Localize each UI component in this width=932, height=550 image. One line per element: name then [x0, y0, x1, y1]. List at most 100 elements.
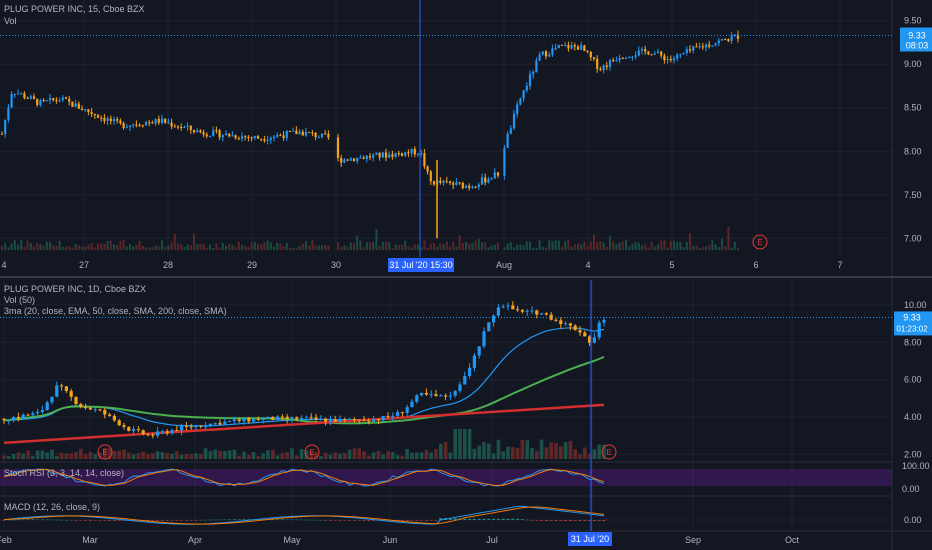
candle: [487, 179, 490, 183]
top-x-tick: 7: [837, 260, 842, 270]
candle: [327, 133, 330, 138]
daily-volume-bar: [515, 447, 520, 459]
volume-bar: [276, 242, 279, 250]
bottom-y-tick: 4.00: [904, 412, 922, 422]
macd-histogram-bar: [304, 519, 308, 521]
volume-bar: [593, 234, 595, 250]
volume-bar: [509, 242, 512, 250]
candle: [400, 153, 404, 156]
candle: [288, 130, 292, 132]
volume-bar: [564, 240, 567, 250]
daily-candle: [487, 322, 491, 332]
daily-candle: [228, 420, 232, 422]
candle: [263, 139, 266, 141]
stoch-tick: 0.00: [902, 484, 920, 494]
top-x-tick: 4: [1, 260, 6, 270]
candle: [730, 36, 733, 42]
macd-histogram-bar: [50, 519, 54, 521]
candle: [535, 60, 538, 73]
daily-volume-bar: [338, 453, 342, 459]
macd-histogram-bar: [36, 519, 40, 520]
daily-candle: [468, 367, 472, 377]
daily-volume-bar: [194, 453, 198, 459]
daily-volume-bar: [127, 452, 131, 459]
candle: [282, 135, 285, 139]
volume-bar: [65, 246, 67, 250]
earnings-marker[interactable]: [601, 444, 617, 460]
macd-histogram-bar: [208, 519, 212, 521]
volume-bar: [247, 247, 250, 250]
volume-bar: [49, 242, 51, 250]
macd-histogram-bar: [468, 518, 472, 520]
candle: [608, 59, 612, 67]
volume-bar: [557, 240, 560, 250]
bottom-y-tick: 10.00: [904, 300, 927, 310]
daily-candle: [530, 310, 534, 312]
bottom-x-tick: Jul: [486, 535, 498, 545]
daily-candle: [343, 419, 347, 421]
candle: [493, 172, 496, 179]
top-x-tick: 28: [163, 260, 173, 270]
volume-bar: [676, 242, 679, 250]
candle: [692, 46, 695, 51]
candle: [404, 152, 407, 156]
volume-bar: [484, 242, 487, 250]
daily-candle: [477, 346, 481, 356]
volume-bar: [615, 244, 618, 250]
bottom-legend-symbol: PLUG POWER INC, 1D, Cboe BZX: [4, 284, 146, 294]
daily-volume-bar: [208, 451, 213, 459]
volume-bar: [26, 240, 29, 250]
macd-histogram-bar: [520, 519, 524, 520]
candle: [628, 56, 631, 58]
candle: [368, 155, 372, 158]
volume-bar: [605, 246, 608, 250]
candle: [36, 98, 39, 105]
earnings-marker[interactable]: [97, 444, 113, 460]
signal-line: [3, 506, 605, 525]
daily-volume-bar: [155, 451, 160, 459]
daily-candle: [391, 415, 395, 417]
candle: [317, 137, 320, 139]
volume-bar: [263, 242, 266, 250]
daily-volume-bar: [511, 447, 515, 459]
daily-volume-bar: [218, 450, 222, 459]
daily-candle: [559, 320, 563, 325]
daily-volume-bar: [93, 454, 97, 459]
volume-bar: [573, 244, 576, 250]
macd-histogram-bar: [559, 520, 563, 521]
candle: [468, 185, 471, 188]
daily-candle: [2, 418, 6, 421]
daily-candle: [194, 425, 198, 428]
macd-histogram-bar: [175, 520, 179, 521]
candle: [656, 51, 660, 54]
earnings-marker[interactable]: [304, 444, 320, 460]
daily-candle: [376, 419, 380, 421]
volume-bar: [42, 245, 45, 250]
macd-histogram-bar: [242, 519, 246, 520]
daily-volume-bar: [395, 455, 400, 459]
daily-volume-bar: [151, 453, 155, 459]
daily-volume-bar: [112, 451, 117, 459]
candle: [464, 185, 468, 189]
daily-candle: [237, 419, 241, 422]
daily-candle: [357, 419, 361, 421]
volume-bar: [340, 247, 343, 250]
candle: [384, 152, 388, 158]
volume-bar: [730, 247, 733, 250]
candle: [698, 46, 701, 48]
macd-histogram-bar: [204, 519, 208, 521]
candle: [39, 100, 42, 105]
daily-candle: [141, 430, 145, 435]
volume-bar: [439, 243, 442, 250]
crosshair-date-label: 31 Jul '20: [571, 534, 609, 544]
candle: [573, 45, 576, 47]
volume-bar: [228, 244, 231, 250]
daily-candle: [372, 419, 376, 422]
candle: [58, 100, 61, 102]
candle: [503, 147, 506, 176]
earnings-marker[interactable]: [752, 234, 768, 250]
daily-volume-bar: [64, 453, 69, 459]
daily-volume-bar: [122, 449, 126, 459]
volume-bar: [68, 246, 71, 250]
